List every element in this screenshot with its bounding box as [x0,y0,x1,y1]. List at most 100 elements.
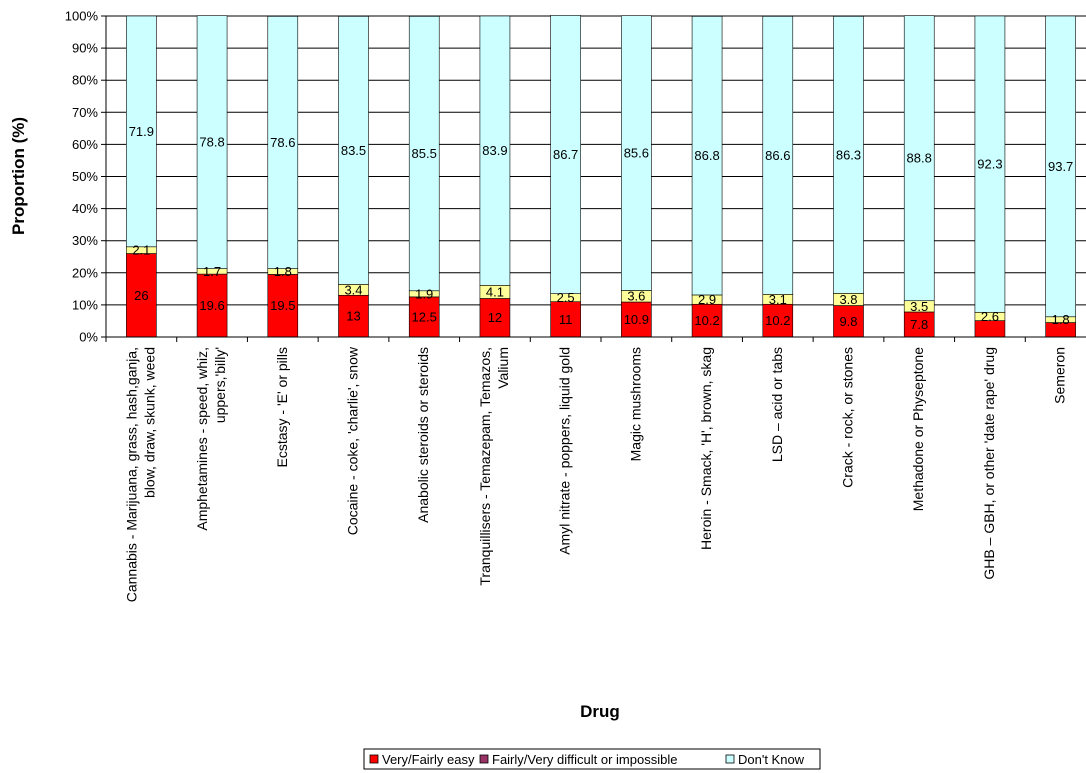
bar-segment [196,15,228,269]
x-tick-label: Semeron [1052,347,1068,404]
data-label: 10.2 [694,313,719,328]
bar-segment [762,303,794,338]
bar-segment [126,15,157,248]
legend: Very/Fairly easy Fairly/Very difficult or… [363,748,821,770]
legend-label: Don't Know [738,752,805,767]
data-label: 19.5 [270,298,295,313]
data-label: 3.4 [344,282,362,297]
bar-segment [267,16,299,269]
data-label: 1.7 [203,264,221,279]
data-label: 85.5 [412,146,437,161]
bar-segment [833,16,864,294]
x-tick-label: Crack - rock, or stones [840,347,856,488]
data-label: 12 [488,310,502,325]
data-label: 86.3 [836,147,861,162]
x-tick-label: Cocaine - coke, 'charlie', snow [345,346,361,535]
legend-swatch [369,754,379,764]
y-tick-label: 80% [72,73,98,88]
y-tick-label: 90% [72,41,98,56]
bar-segment [408,16,440,292]
legend-label: Very/Fairly easy [382,752,475,767]
bar-segment [903,15,935,302]
x-category-labels: Cannabis - Marijuana, grass, hash,ganja,… [123,346,1067,602]
data-label: 78.8 [199,135,224,150]
data-label: 83.9 [482,143,507,158]
x-tick-label: Amyl nitrate - poppers, liquid gold [557,347,573,555]
data-labels: 26 2.1 71.9 19.6 1.7 78.8 19.5 1.8 78.6 13 3.4 83.5… [129,124,1074,332]
data-label: 85.6 [624,146,649,161]
data-label: 3.5 [910,299,928,314]
x-tick-label: uppers,'billy' [212,347,228,423]
bar-segment [762,16,794,295]
bar-segment [833,305,864,338]
x-tick-label: Tranquillisers - Temazepam, Temazos, [477,347,493,586]
data-label: 9.8 [839,314,857,329]
data-label: 1.9 [415,286,433,301]
y-tick-label: 10% [72,297,98,312]
y-tick-label: 40% [72,201,98,216]
data-label: 2.6 [981,309,999,324]
legend-swatch [725,754,735,764]
y-tick-label: 60% [72,137,98,152]
data-label: 4.1 [486,284,504,299]
axes [105,16,1086,342]
x-tick-label: GHB – GBH, or other 'date rape' drug [981,347,997,580]
x-tick-label: Heroin - Smack, 'H', brown, skag [698,347,714,550]
bar-segment [621,15,652,291]
data-label: 26 [134,288,148,303]
data-label: 3.8 [839,292,857,307]
bar-segment [408,296,440,338]
gridlines [101,15,1086,338]
x-tick-label: Ecstasy - 'E' or pills [274,347,290,467]
legend-swatch [479,754,489,764]
data-label: 83.5 [341,143,366,158]
y-tick-label: 70% [72,105,98,120]
y-axis-title: Proportion (%) [9,117,28,235]
x-tick-label: Magic mushrooms [627,347,643,461]
data-label: 78.6 [270,135,295,150]
bar-segment [338,16,369,285]
legend-label: Fairly/Very difficult or impossible [492,752,677,767]
bar-segment [621,301,652,338]
y-tick-label: 0% [79,330,98,345]
y-tick-label: 30% [72,233,98,248]
data-label: 86.7 [553,147,578,162]
x-tick-label: Methadone or Physeptone [910,347,926,511]
data-label: 86.6 [765,148,790,163]
y-tick-labels: 0% 10% 20% 30% 40% 50% 60% 70% 80% 90% 100% [65,9,99,345]
data-label: 86.8 [694,148,719,163]
data-label: 71.9 [129,124,154,139]
bar-segment [974,15,1006,313]
x-tick-label: blow, draw, skunk, weed [141,347,157,498]
bar-segment [479,15,511,286]
data-label: 1.8 [1052,312,1070,327]
data-label: 2.9 [698,292,716,307]
x-tick-label: LSD – acid or tabs [769,347,785,462]
y-tick-label: 50% [72,169,98,184]
x-axis-title: Drug [580,702,620,721]
x-tick-label: Cannabis - Marijuana, grass, hash,ganja, [123,347,139,602]
data-label: 88.8 [907,151,932,166]
data-label: 19.6 [199,298,224,313]
x-tick-label: Amphetamines - speed, whiz, [194,347,210,531]
bar-segment [691,16,723,296]
bars [126,15,1076,338]
data-label: 13 [346,309,360,324]
bar-segment [550,15,581,294]
bar-segment [550,301,581,338]
data-label: 10.2 [765,313,790,328]
data-label: 92.3 [977,157,1002,172]
data-label: 1.8 [274,264,292,279]
data-label: 2.5 [557,290,575,305]
bar-segment [1045,15,1076,318]
y-tick-label: 100% [65,9,99,24]
data-label: 10.9 [624,312,649,327]
bar-segment [338,294,369,338]
data-label: 7.8 [910,317,928,332]
x-tick-label: Anabolic steroids or steroids [415,347,431,523]
data-label: 3.6 [627,289,645,304]
data-label: 12.5 [412,309,437,324]
legend-box [363,748,821,770]
bar-segment [479,298,511,338]
